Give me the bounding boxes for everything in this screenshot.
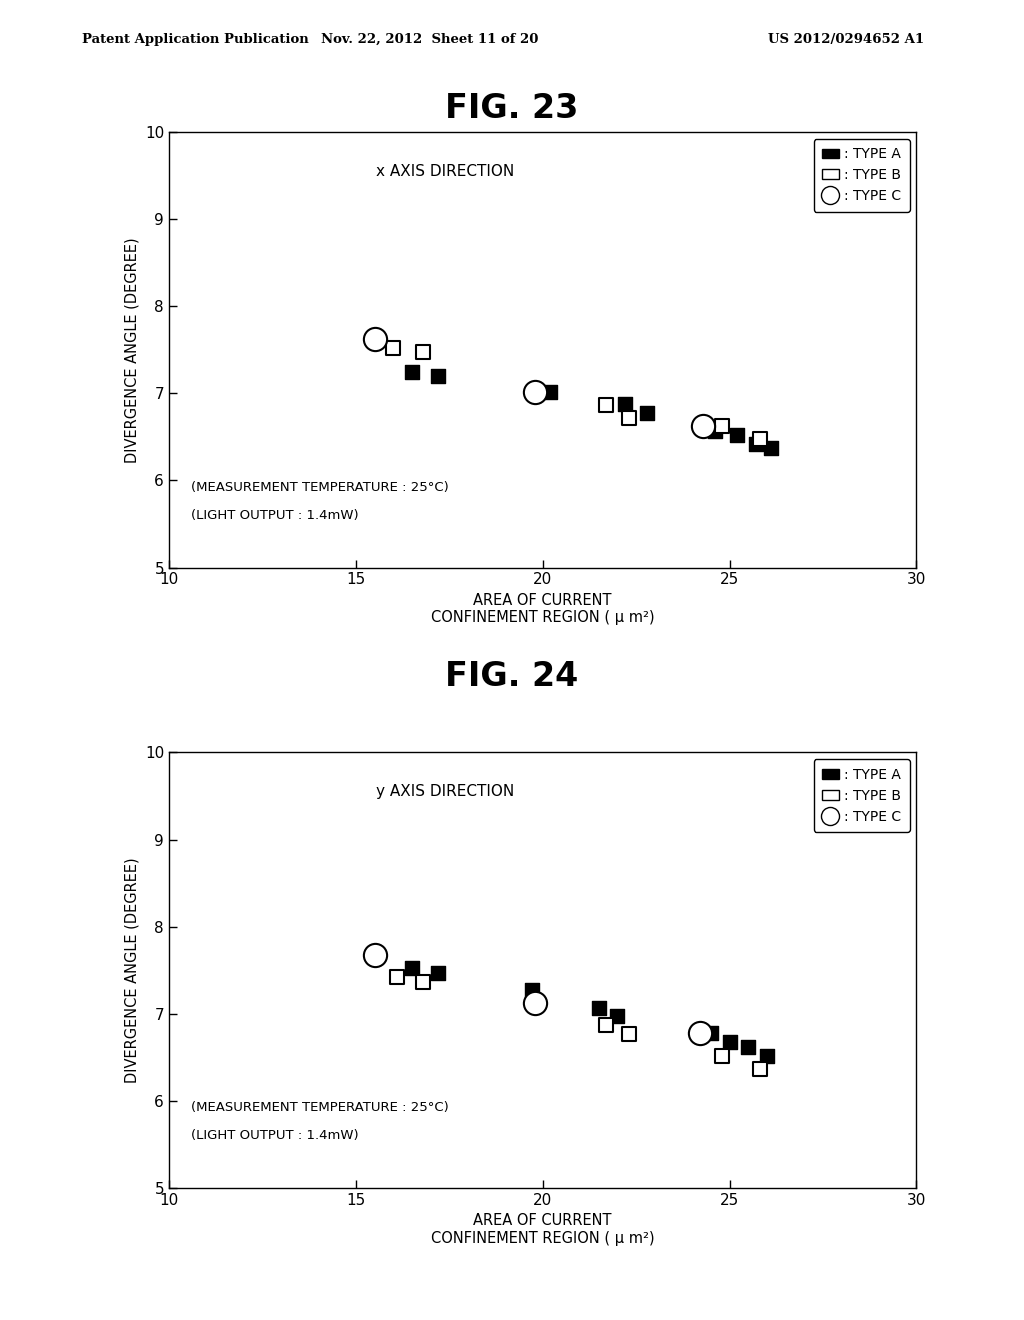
Text: (LIGHT OUTPUT : 1.4mW): (LIGHT OUTPUT : 1.4mW) [191,1129,359,1142]
Y-axis label: DIVERGENCE ANGLE (DEGREE): DIVERGENCE ANGLE (DEGREE) [124,238,139,462]
Y-axis label: DIVERGENCE ANGLE (DEGREE): DIVERGENCE ANGLE (DEGREE) [124,858,139,1082]
Point [639,403,655,424]
Point [527,993,544,1014]
Point [616,393,633,414]
Point [403,958,420,979]
Point [367,329,383,350]
Text: x AXIS DIRECTION: x AXIS DIRECTION [377,164,515,178]
Text: y AXIS DIRECTION: y AXIS DIRECTION [377,784,515,799]
Text: (MEASUREMENT TEMPERATURE : 25°C): (MEASUREMENT TEMPERATURE : 25°C) [191,480,450,494]
Point [609,1006,626,1027]
Text: Patent Application Publication: Patent Application Publication [82,33,308,46]
Point [691,1023,708,1044]
Point [752,1059,768,1080]
Text: (MEASUREMENT TEMPERATURE : 25°C): (MEASUREMENT TEMPERATURE : 25°C) [191,1101,450,1114]
X-axis label: AREA OF CURRENT
CONFINEMENT REGION ( μ m²): AREA OF CURRENT CONFINEMENT REGION ( μ m… [431,1213,654,1246]
Point [721,1031,737,1052]
Point [523,979,540,1001]
Point [763,438,779,459]
Point [740,1036,757,1057]
Point [748,433,764,454]
Point [729,425,745,446]
X-axis label: AREA OF CURRENT
CONFINEMENT REGION ( μ m²): AREA OF CURRENT CONFINEMENT REGION ( μ m… [431,593,654,626]
Text: FIG. 23: FIG. 23 [445,92,579,125]
Text: (LIGHT OUTPUT : 1.4mW): (LIGHT OUTPUT : 1.4mW) [191,508,359,521]
Point [430,366,446,387]
Point [621,407,637,428]
Point [621,1023,637,1044]
Point [591,997,607,1018]
Point [714,416,730,437]
Legend: : TYPE A, : TYPE B, : TYPE C: : TYPE A, : TYPE B, : TYPE C [813,759,909,832]
Point [707,420,723,441]
Point [527,381,544,403]
Point [367,945,383,966]
Point [430,962,446,983]
Point [759,1045,775,1067]
Text: FIG. 24: FIG. 24 [445,660,579,693]
Point [415,972,431,993]
Point [598,1015,614,1036]
Text: US 2012/0294652 A1: US 2012/0294652 A1 [768,33,924,46]
Point [389,966,406,987]
Legend: : TYPE A, : TYPE B, : TYPE C: : TYPE A, : TYPE B, : TYPE C [813,139,909,211]
Point [415,342,431,363]
Point [403,362,420,383]
Point [695,416,712,437]
Point [714,1045,730,1067]
Point [702,1023,719,1044]
Point [598,395,614,416]
Point [752,428,768,449]
Point [385,338,401,359]
Point [542,381,558,403]
Text: Nov. 22, 2012  Sheet 11 of 20: Nov. 22, 2012 Sheet 11 of 20 [322,33,539,46]
